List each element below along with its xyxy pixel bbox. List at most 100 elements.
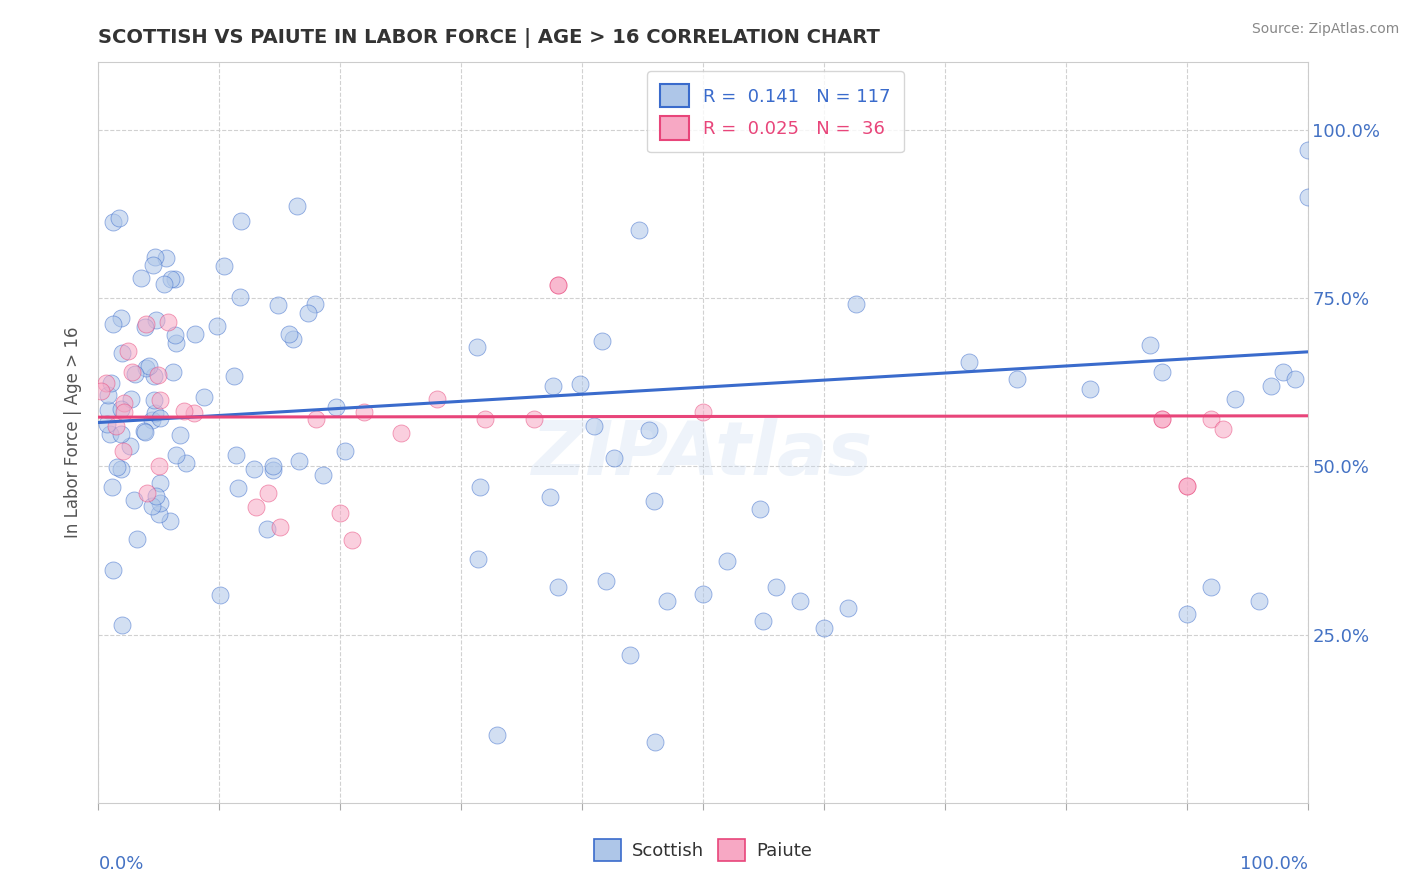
Point — [297, 305, 319, 319]
Point — [141, 412, 163, 426]
Point — [1152, 412, 1174, 426]
Point — [117, 344, 139, 359]
Text: ZIPAtlas: ZIPAtlas — [533, 418, 873, 491]
Point — [110, 427, 132, 442]
Point — [143, 369, 166, 384]
Point — [287, 454, 309, 468]
Point — [149, 496, 172, 510]
Point — [325, 400, 347, 414]
Point — [267, 298, 290, 312]
Point — [467, 551, 489, 566]
Point — [131, 271, 153, 285]
Point — [1260, 378, 1282, 392]
Point — [269, 520, 291, 534]
Point — [426, 392, 449, 406]
Point — [692, 405, 714, 419]
Point — [1139, 338, 1161, 352]
Point — [568, 377, 591, 392]
Point — [287, 199, 309, 213]
Point — [837, 600, 859, 615]
Point — [134, 425, 156, 439]
Point — [110, 402, 132, 417]
Point — [110, 462, 132, 476]
Point — [312, 467, 335, 482]
Point — [127, 532, 149, 546]
Point — [160, 271, 183, 285]
Point — [643, 494, 665, 508]
Point — [149, 410, 172, 425]
Point — [135, 360, 157, 375]
Point — [845, 297, 868, 311]
Point — [145, 313, 167, 327]
Point — [149, 392, 172, 407]
Point — [229, 290, 252, 304]
Point — [165, 271, 187, 285]
Point — [305, 412, 328, 426]
Text: SCOTTISH VS PAIUTE IN LABOR FORCE | AGE > 16 CORRELATION CHART: SCOTTISH VS PAIUTE IN LABOR FORCE | AGE … — [98, 28, 880, 48]
Point — [212, 259, 235, 273]
Point — [957, 355, 980, 369]
Point — [132, 424, 155, 438]
Point — [1175, 479, 1198, 493]
Point — [101, 215, 124, 229]
Point — [100, 376, 122, 390]
Point — [148, 508, 170, 522]
Point — [90, 384, 112, 398]
Point — [1175, 479, 1198, 493]
Point — [157, 315, 180, 329]
Point — [1296, 190, 1319, 204]
Point — [169, 427, 191, 442]
Point — [159, 514, 181, 528]
Point — [353, 405, 375, 419]
Point — [226, 481, 249, 495]
Point — [174, 457, 197, 471]
Point — [105, 459, 128, 474]
Point — [145, 489, 167, 503]
Point — [138, 359, 160, 373]
Point — [644, 735, 666, 749]
Point — [105, 418, 128, 433]
Point — [1272, 365, 1295, 379]
Point — [98, 426, 121, 441]
Point — [1212, 422, 1234, 436]
Point — [333, 443, 356, 458]
Point — [655, 594, 678, 608]
Point — [716, 553, 738, 567]
Point — [143, 392, 166, 407]
Point — [1152, 365, 1174, 379]
Point — [789, 594, 811, 608]
Point — [120, 439, 142, 453]
Point — [1296, 143, 1319, 157]
Point — [111, 345, 134, 359]
Point — [184, 326, 207, 341]
Point — [122, 493, 145, 508]
Point — [94, 376, 117, 391]
Point — [205, 318, 228, 333]
Point — [591, 334, 613, 349]
Point — [547, 277, 569, 292]
Point — [135, 317, 157, 331]
Point — [143, 250, 166, 264]
Point — [155, 251, 177, 265]
Point — [97, 388, 120, 402]
Point — [245, 500, 267, 514]
Point — [1078, 382, 1101, 396]
Point — [1249, 594, 1271, 608]
Point — [103, 564, 125, 578]
Point — [108, 211, 131, 226]
Text: 0.0%: 0.0% — [98, 855, 143, 872]
Point — [262, 463, 284, 477]
Point — [1175, 607, 1198, 622]
Point — [765, 581, 787, 595]
Point — [101, 480, 124, 494]
Point — [243, 461, 266, 475]
Point — [749, 502, 772, 516]
Point — [474, 412, 496, 426]
Point — [141, 499, 163, 513]
Point — [523, 412, 546, 426]
Text: Source: ZipAtlas.com: Source: ZipAtlas.com — [1251, 22, 1399, 37]
Point — [173, 403, 195, 417]
Point — [262, 459, 284, 474]
Point — [163, 327, 186, 342]
Point — [145, 406, 167, 420]
